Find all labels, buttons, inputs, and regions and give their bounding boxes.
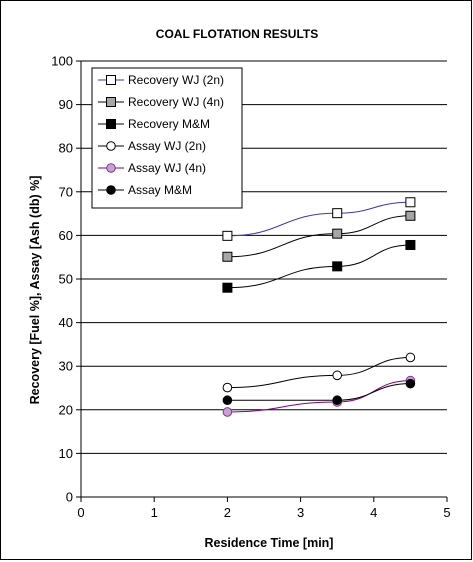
legend-label: Assay WJ (4n) <box>128 161 206 175</box>
x-tick-label: 3 <box>297 505 304 520</box>
legend-label: Assay M&M <box>128 183 192 197</box>
data-point <box>332 370 343 381</box>
data-point <box>222 251 233 262</box>
data-point <box>405 239 416 250</box>
data-point <box>332 261 343 272</box>
y-tick-label: 30 <box>59 359 73 374</box>
legend-box <box>91 67 243 209</box>
x-tick-label: 0 <box>77 505 84 520</box>
y-tick-label: 90 <box>59 97 73 112</box>
data-point <box>222 407 233 417</box>
x-tick-label: 2 <box>224 505 231 520</box>
data-point <box>405 197 416 208</box>
legend: Recovery WJ (2n) Recovery WJ (4n) Recovery… <box>91 67 243 209</box>
legend-label: Assay WJ (2n) <box>128 139 206 153</box>
legend-label: Recovery WJ (4n) <box>128 95 224 109</box>
data-point <box>222 395 233 406</box>
series-layer <box>222 197 416 417</box>
legend-marker <box>106 75 116 85</box>
data-point <box>405 378 416 389</box>
series-line <box>227 244 411 289</box>
y-tick-label: 40 <box>59 315 73 330</box>
legend-label: Recovery M&M <box>128 117 210 131</box>
y-tick-label: 50 <box>59 272 73 287</box>
x-tick-label: 1 <box>151 505 158 520</box>
legend-marker <box>106 119 116 129</box>
data-point <box>332 208 343 219</box>
y-tick-label: 100 <box>51 54 73 69</box>
x-tick-label: 5 <box>443 505 450 520</box>
data-point <box>222 230 233 241</box>
chart-title: COAL FLOTATION RESULTS <box>156 27 318 41</box>
legend-marker <box>106 185 116 195</box>
y-tick-label: 80 <box>59 141 73 156</box>
y-tick-label: 0 <box>66 490 73 505</box>
series-line <box>227 356 411 389</box>
y-tick-label: 20 <box>59 402 73 417</box>
y-axis-label: Recovery [Fuel %], Assay [Ash (db) %] <box>28 176 42 405</box>
data-point <box>332 228 343 239</box>
legend-marker <box>106 97 116 107</box>
data-point <box>222 382 233 393</box>
x-axis-label: Residence Time [min] <box>205 536 334 550</box>
data-point <box>405 210 416 221</box>
data-point <box>332 395 343 406</box>
series-line <box>227 380 411 413</box>
series-line <box>227 201 411 237</box>
x-tick-label: 4 <box>370 505 377 520</box>
axes-layer: 0 10 20 30 40 50 60 70 80 90 100 0 1 2 3 4 5 <box>51 54 450 521</box>
legend-label: Recovery WJ (2n) <box>128 73 224 87</box>
y-tick-label: 70 <box>59 184 73 199</box>
data-point <box>405 352 416 363</box>
y-tick-label: 60 <box>59 228 73 243</box>
legend-marker <box>106 163 116 173</box>
data-point <box>222 282 233 293</box>
y-tick-label: 10 <box>59 446 73 461</box>
legend-marker <box>106 141 116 151</box>
